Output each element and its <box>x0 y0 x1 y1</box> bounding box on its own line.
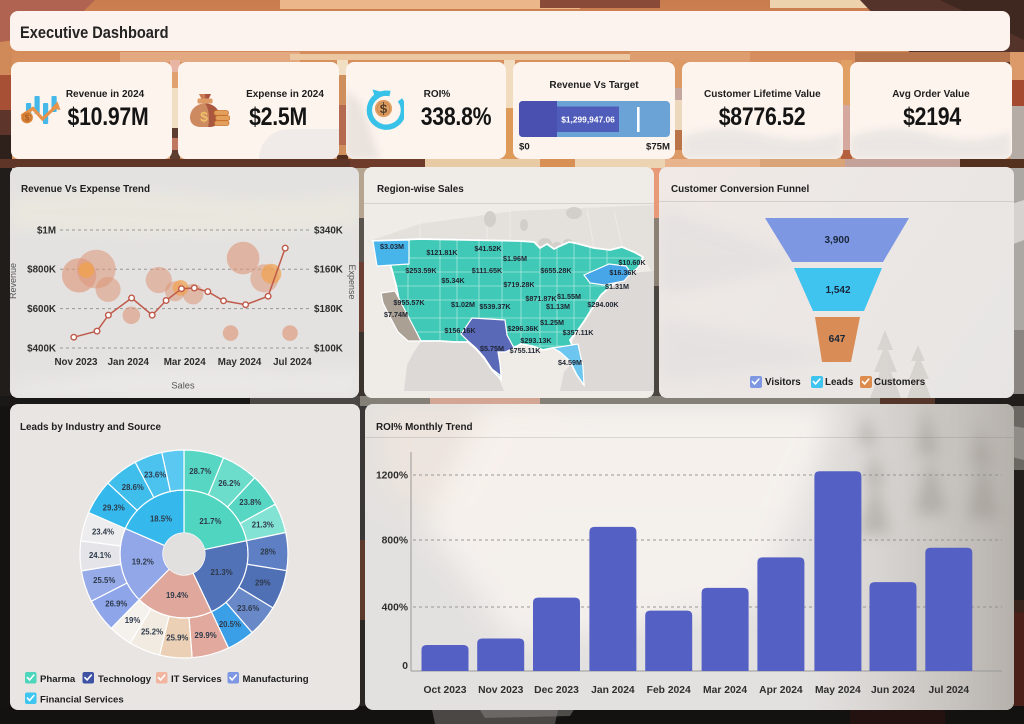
svg-text:$1,299,947.06: $1,299,947.06 <box>561 115 615 125</box>
svg-text:Apr 2024: Apr 2024 <box>759 685 803 696</box>
svg-text:$539.37K: $539.37K <box>479 302 511 311</box>
svg-text:Financial Services: Financial Services <box>40 695 124 706</box>
svg-text:$253.59K: $253.59K <box>405 266 437 275</box>
svg-text:$5.75M: $5.75M <box>480 344 504 353</box>
svg-text:$296.36K: $296.36K <box>507 324 539 333</box>
svg-text:0: 0 <box>402 661 408 672</box>
svg-text:$719.28K: $719.28K <box>503 280 535 289</box>
svg-text:23.4%: 23.4% <box>92 527 114 536</box>
svg-text:26.2%: 26.2% <box>218 479 240 488</box>
svg-text:23.6%: 23.6% <box>144 471 166 480</box>
svg-text:$1M: $1M <box>37 225 56 236</box>
svg-text:$294.00K: $294.00K <box>587 300 619 309</box>
svg-text:28%: 28% <box>260 548 276 557</box>
svg-text:Jun 2024: Jun 2024 <box>871 685 915 696</box>
svg-text:647: 647 <box>829 334 846 345</box>
svg-text:Customers: Customers <box>874 377 926 388</box>
svg-text:23.8%: 23.8% <box>239 498 261 507</box>
svg-text:20.5%: 20.5% <box>219 620 241 629</box>
svg-text:21.7%: 21.7% <box>199 517 221 526</box>
svg-text:Jul 2024: Jul 2024 <box>928 685 969 696</box>
svg-text:$655.28K: $655.28K <box>540 266 572 275</box>
svg-text:28.7%: 28.7% <box>189 467 211 476</box>
svg-text:$: $ <box>25 113 30 123</box>
svg-text:$41.52K: $41.52K <box>474 244 502 253</box>
svg-text:$1.31M: $1.31M <box>605 282 629 291</box>
svg-text:Manufacturing: Manufacturing <box>243 674 309 685</box>
svg-text:800%: 800% <box>382 536 408 547</box>
svg-text:Leads: Leads <box>825 377 854 388</box>
svg-text:Technology: Technology <box>98 674 152 685</box>
svg-text:IT Services: IT Services <box>171 674 222 685</box>
svg-text:Sales: Sales <box>171 381 195 391</box>
svg-text:Mar 2024: Mar 2024 <box>703 685 747 696</box>
svg-text:Mar 2024: Mar 2024 <box>164 357 206 368</box>
svg-text:Oct 2023: Oct 2023 <box>424 685 467 696</box>
svg-text:$100K: $100K <box>314 343 343 354</box>
svg-text:23.6%: 23.6% <box>237 604 259 613</box>
svg-text:Revenue: Revenue <box>10 263 18 299</box>
svg-text:$1.02M: $1.02M <box>451 300 475 309</box>
svg-text:25.5%: 25.5% <box>93 576 115 585</box>
svg-text:Dec 2023: Dec 2023 <box>534 685 579 696</box>
svg-text:1200%: 1200% <box>376 471 408 482</box>
svg-text:Visitors: Visitors <box>765 377 801 388</box>
svg-text:Pharma: Pharma <box>40 674 76 685</box>
svg-text:19.2%: 19.2% <box>132 558 154 567</box>
svg-text:$357.11K: $357.11K <box>563 328 595 337</box>
svg-text:$7.74M: $7.74M <box>384 310 408 319</box>
svg-text:$: $ <box>200 109 208 125</box>
svg-text:May 2024: May 2024 <box>218 357 262 368</box>
svg-text:18.5%: 18.5% <box>150 515 172 524</box>
svg-text:Jan 2024: Jan 2024 <box>108 357 150 368</box>
svg-text:$75M: $75M <box>646 142 670 153</box>
svg-text:29.3%: 29.3% <box>103 504 125 513</box>
svg-text:$1.25M: $1.25M <box>540 318 564 327</box>
svg-text:19%: 19% <box>125 616 141 625</box>
svg-text:Feb 2024: Feb 2024 <box>647 685 691 696</box>
svg-text:$156.16K: $156.16K <box>444 326 476 335</box>
svg-text:3,900: 3,900 <box>824 235 849 246</box>
svg-text:May 2024: May 2024 <box>815 685 861 696</box>
svg-text:$3.03M: $3.03M <box>380 242 404 251</box>
svg-text:$1.55M: $1.55M <box>557 292 581 301</box>
svg-text:$16.36K: $16.36K <box>609 268 637 277</box>
svg-text:$800K: $800K <box>27 265 56 276</box>
svg-text:$111.65K: $111.65K <box>472 266 503 275</box>
svg-text:25.9%: 25.9% <box>166 633 188 642</box>
svg-text:$955.57K: $955.57K <box>393 298 425 307</box>
svg-text:400%: 400% <box>382 603 408 614</box>
svg-text:21.3%: 21.3% <box>252 521 274 530</box>
svg-text:19.4%: 19.4% <box>166 591 188 600</box>
svg-text:Jan 2024: Jan 2024 <box>591 685 635 696</box>
svg-text:Nov 2023: Nov 2023 <box>478 685 523 696</box>
svg-text:$293.13K: $293.13K <box>520 336 552 345</box>
svg-text:29%: 29% <box>255 579 271 588</box>
svg-text:$1.13M: $1.13M <box>546 302 570 311</box>
svg-text:$5.34K: $5.34K <box>441 276 465 285</box>
svg-text:24.1%: 24.1% <box>89 551 111 560</box>
svg-text:1,542: 1,542 <box>825 285 850 296</box>
svg-text:$871.87K: $871.87K <box>525 294 557 303</box>
svg-text:$340K: $340K <box>314 225 343 236</box>
svg-text:$400K: $400K <box>27 343 56 354</box>
svg-text:$10.60K: $10.60K <box>618 258 646 267</box>
svg-text:21.3%: 21.3% <box>211 568 233 577</box>
svg-text:$1.96M: $1.96M <box>503 254 527 263</box>
svg-text:$0: $0 <box>519 142 530 153</box>
svg-text:Expense: Expense <box>347 264 357 299</box>
svg-text:25.2%: 25.2% <box>141 627 163 636</box>
svg-text:Jul 2024: Jul 2024 <box>273 357 312 368</box>
svg-text:29.9%: 29.9% <box>195 631 217 640</box>
svg-text:$600K: $600K <box>27 304 56 315</box>
svg-text:$160K: $160K <box>314 265 343 276</box>
svg-text:$4.59M: $4.59M <box>558 358 582 367</box>
svg-text:$121.81K: $121.81K <box>426 248 458 257</box>
svg-text:26.9%: 26.9% <box>105 599 127 608</box>
svg-text:28.6%: 28.6% <box>122 483 144 492</box>
svg-text:$755.11K: $755.11K <box>510 346 542 355</box>
svg-text:Nov 2023: Nov 2023 <box>54 357 98 368</box>
svg-text:$180K: $180K <box>314 304 343 315</box>
